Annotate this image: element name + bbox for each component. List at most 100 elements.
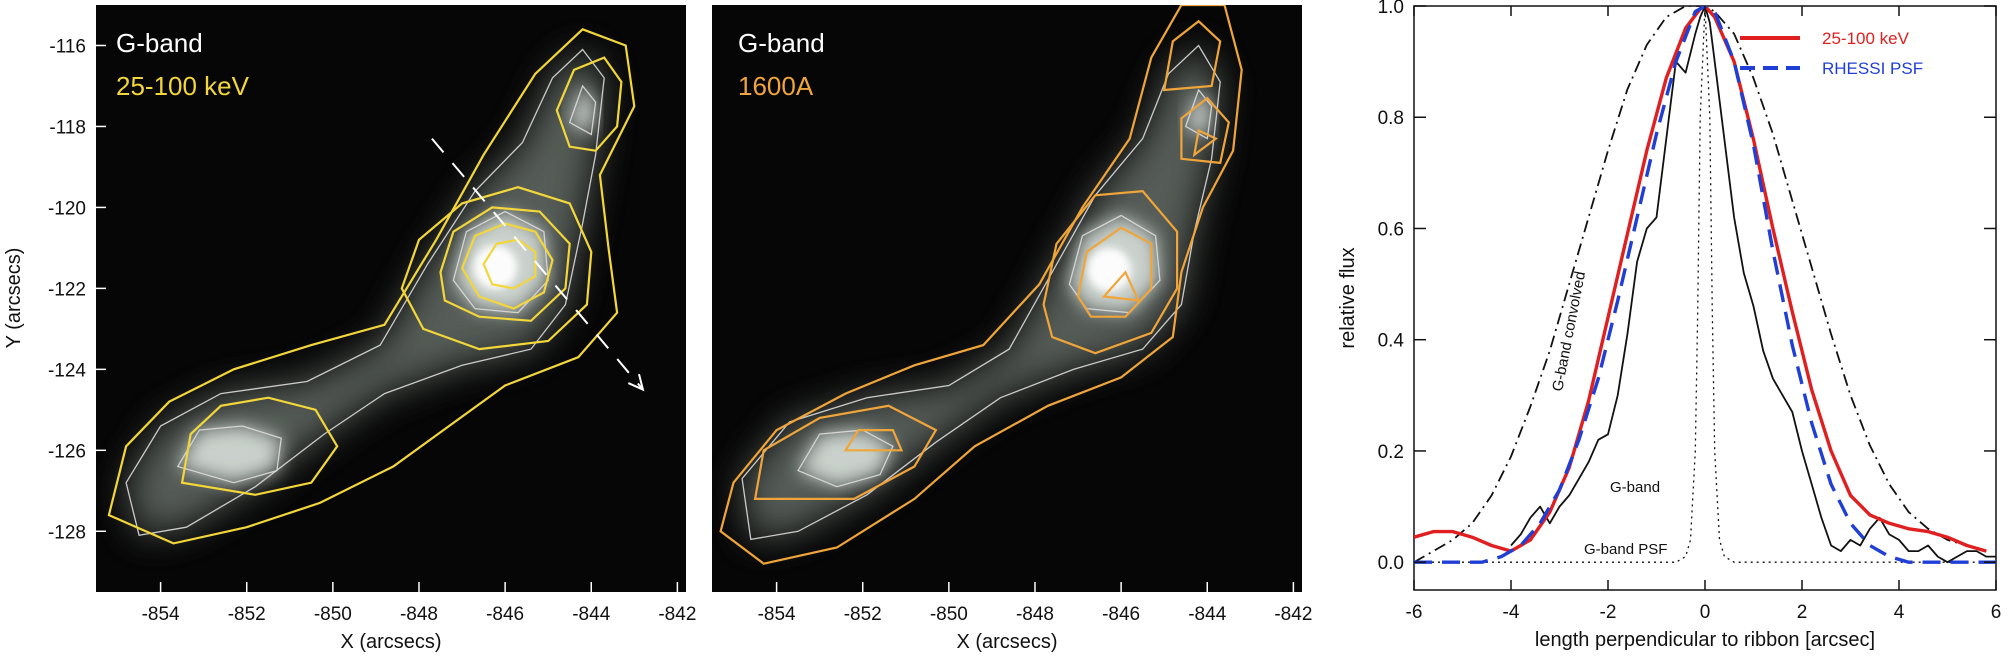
panel-left-image-contour	[568, 84, 597, 136]
panel-left-glow-peak	[473, 245, 518, 290]
panel-middle-glow-ribbon	[742, 45, 1221, 540]
panel-left-xlabel: X (arcsecs)	[340, 631, 441, 653]
legend: 25-100 keV RHESSI PSF	[1740, 29, 1923, 78]
panel-middle-label-wavelength: 1600A	[738, 71, 814, 101]
panel-right-yticks: 0.0 0.2 0.4 0.6 0.8 1.0	[1378, 0, 1996, 574]
panel-right-ytick-label: 0.8	[1378, 108, 1404, 129]
panel-left-overlay-contour	[555, 56, 623, 152]
panel-right: -6 -4 -2 0 2 4 6 0.0 0.2 0.4 0.6 0.8 1.0 length per…	[1337, 0, 2001, 651]
panel-middle-glow-core	[1185, 90, 1212, 139]
panel-right-series	[1414, 6, 1996, 564]
panel-left-glow-core	[177, 426, 282, 483]
panel-right-xtick-label: 0	[1700, 602, 1711, 623]
panel-left-ytick-label: -128	[48, 522, 86, 543]
panel-right-xlabel: length perpendicular to ribbon [arcsec]	[1535, 629, 1875, 651]
panel-left-glow-ribbon	[126, 49, 605, 536]
panel-left-glow	[126, 49, 605, 536]
panel-middle-glow-core	[798, 430, 893, 487]
panel-middle-image-contour	[1068, 214, 1161, 314]
panel-left-overlay-contours	[107, 28, 636, 545]
panel-left-overlay-contour	[107, 28, 636, 545]
panel-middle-xtick-label: -846	[1102, 604, 1140, 625]
panel-left-xtick-label: -844	[572, 604, 610, 625]
panel-middle-glow	[742, 45, 1221, 540]
panel-right-xtick-label: 6	[1991, 602, 2002, 623]
panel-middle-image-contour	[1184, 88, 1213, 140]
panel-left-xtick-label: -846	[486, 604, 524, 625]
cut-line	[431, 137, 644, 391]
panel-middle-image-contour	[797, 429, 894, 488]
panel-middle-xtick-label: -848	[1016, 604, 1054, 625]
panel-right-xtick-label: -2	[1600, 602, 1617, 623]
panel-left: G-band 25-100 keV -854 -852 -850 -848 -846 -8…	[3, 5, 696, 653]
series-line-dashed	[1414, 6, 1996, 564]
panel-middle-image-contours	[741, 44, 1221, 541]
panel-middle-overlay-contour	[1180, 96, 1230, 165]
panel-right-xticks: -6 -4 -2 0 2 4 6	[1406, 6, 2002, 623]
panel-left-label-energy: 25-100 keV	[116, 71, 250, 101]
panel-right-ytick-label: 0.6	[1378, 219, 1404, 240]
panel-middle-glow-peak	[1087, 247, 1132, 292]
panel-left-ytick-label: -116	[49, 36, 86, 57]
panel-left-glow-core	[569, 86, 596, 135]
panel-right-ylabel: relative flux	[1337, 247, 1359, 348]
panel-left-xtick-label: -850	[314, 604, 352, 625]
panel-left-cut-line	[431, 137, 645, 392]
panel-left-ylabel: Y (arcsecs)	[3, 248, 25, 349]
panel-middle-overlay-contour	[1162, 19, 1222, 92]
cut-line-arrowhead	[627, 373, 645, 392]
panel-middle-xlabel: X (arcsecs)	[956, 631, 1057, 653]
panel-right-xtick-label: -6	[1406, 602, 1423, 623]
panel-middle-image-contour	[741, 44, 1221, 541]
panel-right-ytick-label: 0.2	[1378, 442, 1404, 463]
panel-middle-xtick-label: -850	[930, 604, 968, 625]
panel-left-ytick-label: -118	[49, 117, 86, 138]
panel-middle-overlay-contour	[1076, 226, 1153, 318]
panel-right-ytick-label: 0.4	[1378, 331, 1405, 352]
panel-middle: G-band 1600A -854 -852 -850 -848 -846 -844 -84…	[712, 5, 1312, 653]
panel-middle-overlay-contour	[1101, 270, 1141, 302]
panel-middle-overlay-contour	[753, 404, 938, 500]
panel-left-yticks: -116 -118 -120 -122 -124 -126 -128	[48, 36, 106, 543]
panel-middle-overlay-contour	[1192, 128, 1219, 158]
panel-left-ytick-label: -122	[48, 279, 86, 300]
panel-right-frame	[1413, 5, 1997, 591]
panel-left-image-contour	[176, 425, 282, 484]
panel-right-xtick-label: -4	[1503, 602, 1520, 623]
panel-left-ytick-label: -124	[48, 360, 86, 381]
panel-middle-overlay-contours	[719, 5, 1243, 565]
panel-middle-xtick-label: -854	[758, 604, 796, 625]
series-line-solid	[1510, 6, 1996, 564]
panel-middle-overlay-contour	[843, 429, 904, 452]
panel-middle-xtick-label: -852	[844, 604, 882, 625]
panel-right-ytick-label: 0.0	[1378, 553, 1404, 574]
panel-left-image-contour	[452, 210, 549, 314]
panel-left-xtick-label: -854	[142, 604, 180, 625]
legend-entry-psf: RHESSI PSF	[1822, 59, 1923, 78]
panel-left-xticks: -854 -852 -850 -848 -846 -844 -842	[142, 582, 696, 625]
panel-left-overlay-contour	[400, 186, 593, 351]
panel-left-image-contour	[125, 48, 605, 537]
panel-left-ytick-label: -120	[48, 198, 86, 219]
panel-left-xtick-label: -842	[658, 604, 696, 625]
panel-left-ytick-label: -126	[48, 441, 86, 462]
panel-right-xtick-label: 2	[1797, 602, 1808, 623]
panel-left-overlay-contour	[460, 222, 554, 310]
panel-left-overlay-contour	[482, 238, 537, 290]
panel-left-label-gband: G-band	[116, 28, 203, 58]
panel-left-xtick-label: -852	[228, 604, 266, 625]
panel-right-ytick-label: 1.0	[1378, 0, 1404, 18]
annotation-gband: G-band	[1610, 479, 1660, 496]
panel-middle-xticks: -854 -852 -850 -848 -846 -844 -842	[758, 582, 1312, 625]
panel-left-overlay-contour	[439, 206, 571, 322]
panel-middle-label-gband: G-band	[738, 28, 825, 58]
panel-left-xtick-label: -848	[400, 604, 438, 625]
panel-left-image-contours	[125, 48, 605, 537]
panel-middle-xtick-label: -842	[1274, 604, 1312, 625]
annotation-gband-psf: G-band PSF	[1584, 541, 1667, 558]
panel-middle-overlay-contour	[719, 5, 1243, 565]
panel-right-xtick-label: 4	[1894, 602, 1905, 623]
panel-left-overlay-contour	[180, 396, 339, 496]
panel-middle-xtick-label: -844	[1188, 604, 1226, 625]
